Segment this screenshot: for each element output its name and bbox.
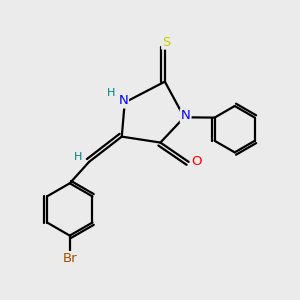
Text: H: H	[107, 88, 116, 98]
Text: N: N	[181, 109, 190, 122]
Text: H: H	[74, 152, 82, 161]
Text: S: S	[162, 36, 170, 49]
Text: N: N	[118, 94, 128, 107]
Text: Br: Br	[62, 252, 77, 265]
Text: O: O	[192, 155, 202, 168]
